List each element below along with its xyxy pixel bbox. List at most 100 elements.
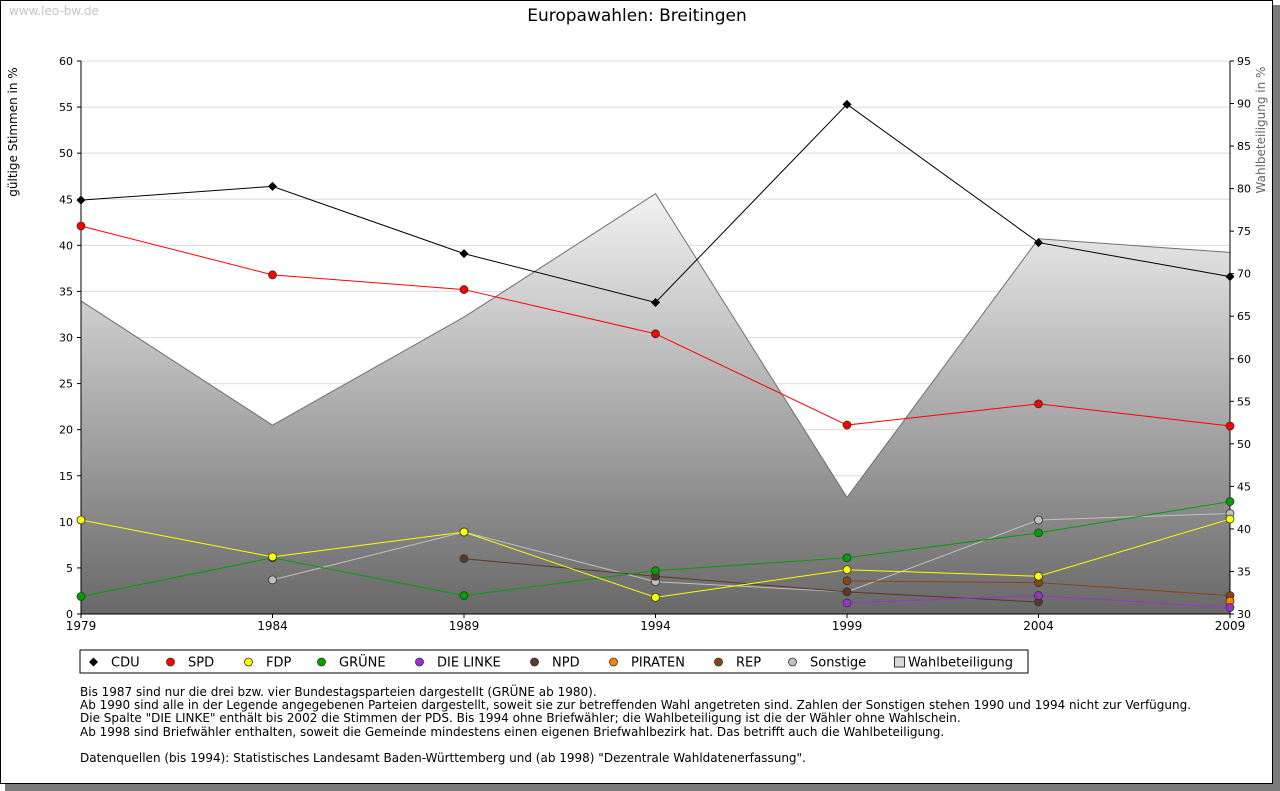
legend-marker [166, 657, 175, 667]
data-point [1225, 421, 1235, 431]
note-line: Bis 1987 sind nur die drei bzw. vier Bun… [80, 685, 597, 699]
data-point [76, 515, 86, 525]
data-point [842, 420, 852, 430]
data-point [842, 587, 852, 597]
data-point [842, 565, 852, 575]
y-tick-label-right: 75 [1237, 225, 1251, 238]
y-tick-label-left: 20 [59, 424, 73, 437]
data-point [459, 527, 469, 537]
data-point [1034, 515, 1043, 525]
data-point [76, 592, 86, 601]
y-tick-label-right: 90 [1237, 98, 1251, 111]
legend-marker [788, 657, 797, 667]
y-tick-label-right: 70 [1237, 268, 1251, 281]
data-point [1225, 514, 1235, 524]
y-tick-label-right: 45 [1237, 480, 1251, 493]
note-line: Ab 1990 sind alle in der Legende angegeb… [80, 698, 1192, 713]
legend-marker [317, 657, 326, 667]
legend-label: PIRATEN [631, 656, 685, 671]
data-point [651, 329, 660, 339]
x-tick-label: 1999 [832, 619, 863, 633]
y-tick-label-right: 50 [1237, 438, 1251, 451]
data-point [1034, 238, 1043, 248]
y-tick-label-left: 15 [59, 470, 73, 483]
y-tick-label-right: 35 [1237, 565, 1251, 578]
series-line-Sonstige [272, 513, 1231, 593]
data-point [1225, 603, 1235, 612]
data-point [651, 297, 660, 307]
data-point [842, 576, 852, 586]
data-point [842, 99, 852, 109]
y-tick-label-left: 25 [59, 378, 73, 391]
data-point [1225, 497, 1235, 506]
data-point [459, 554, 469, 564]
legend-label: GRÜNE [339, 654, 386, 671]
frame-shadow-right [1273, 5, 1280, 791]
data-point [1034, 591, 1043, 600]
frame-shadow-bottom [5, 784, 1280, 791]
data-point [459, 285, 469, 294]
data-point [651, 593, 660, 602]
y-tick-label-left: 0 [66, 608, 73, 621]
data-point [268, 181, 277, 191]
y-tick-label-left: 50 [59, 147, 73, 160]
x-tick-label: 1979 [66, 619, 97, 633]
legend-marker [244, 657, 253, 667]
note-line: Die Spalte "DIE LINKE" enthält bis 2002 … [80, 711, 961, 726]
y-tick-label-left: 35 [59, 285, 73, 298]
y-tick-label-left: 45 [59, 193, 73, 206]
y-tick-label-right: 95 [1237, 55, 1251, 68]
x-tick-label: 2009 [1215, 619, 1246, 633]
x-tick-label: 1994 [640, 619, 671, 633]
data-point [842, 553, 852, 563]
legend-marker [530, 657, 539, 667]
legend-label: FDP [266, 656, 291, 671]
x-tick-label: 1989 [449, 619, 480, 633]
x-tick-label: 1984 [257, 619, 288, 633]
data-point [459, 249, 469, 259]
y-tick-label-left: 60 [59, 55, 73, 68]
x-tick-label: 2004 [1023, 619, 1054, 633]
data-point [76, 221, 86, 231]
y-tick-label-right: 80 [1237, 183, 1251, 196]
y-tick-label-right: 65 [1237, 310, 1251, 323]
legend-label: Sonstige [810, 656, 866, 671]
data-point [842, 598, 852, 608]
y-axis-title-right: Wahlbeteiligung in % [1254, 67, 1268, 194]
notes: Bis 1987 sind nur die drei bzw. vier Bun… [80, 685, 1260, 765]
turnout-area [81, 193, 1230, 614]
data-point [1034, 399, 1043, 409]
data-point [459, 591, 469, 600]
legend-box [79, 649, 1029, 674]
y-axis-title-left: gültige Stimmen in % [6, 67, 20, 196]
legend-marker [894, 656, 905, 668]
data-point [268, 270, 277, 280]
data-point [1034, 571, 1043, 581]
data-point [651, 566, 660, 576]
y-tick-label-left: 55 [59, 101, 73, 114]
y-tick-label-right: 55 [1237, 395, 1251, 408]
data-point [76, 195, 86, 205]
y-tick-label-left: 10 [59, 516, 73, 529]
y-tick-label-right: 30 [1237, 608, 1251, 621]
y-tick-label-right: 40 [1237, 523, 1251, 536]
legend-label: REP [736, 656, 761, 671]
legend-marker [89, 657, 98, 667]
watermark: www.leo-bw.de [9, 4, 99, 18]
y-tick-label-left: 40 [59, 239, 73, 252]
y-tick-label-left: 5 [66, 562, 73, 575]
data-point [1225, 272, 1235, 282]
legend-marker [609, 657, 618, 667]
source-line: Datenquellen (bis 1994): Statistisches L… [80, 750, 806, 765]
chart-title: Europawahlen: Breitingen [527, 6, 747, 26]
y-tick-label-left: 30 [59, 332, 73, 345]
y-tick-label-right: 60 [1237, 353, 1251, 366]
data-point [268, 575, 277, 585]
data-point [268, 552, 277, 562]
legend-label: SPD [188, 656, 214, 671]
legend-label: CDU [111, 656, 140, 671]
y-tick-label-right: 85 [1237, 140, 1251, 153]
legend-label: Wahlbeteiligung [908, 656, 1013, 671]
legend-label: NPD [552, 656, 580, 671]
legend-marker [415, 657, 424, 667]
